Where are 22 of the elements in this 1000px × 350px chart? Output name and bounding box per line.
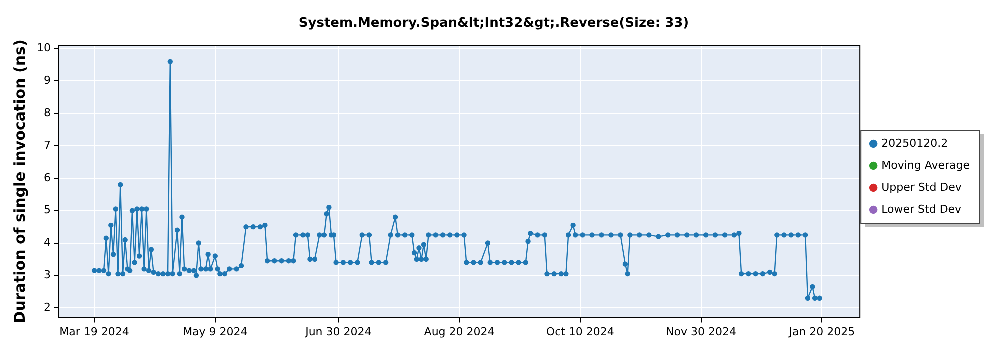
x-tick-label: Mar 19 2024: [60, 325, 130, 338]
y-axis-title: Duration of single invocation (ns): [10, 40, 29, 324]
legend-label: 20250120.2: [882, 136, 948, 150]
legend-label: Upper Std Dev: [882, 180, 962, 194]
x-tick-label: Jan 20 2025: [788, 325, 856, 338]
x-tick-label: Nov 30 2024: [666, 325, 737, 338]
y-tick-label: 9: [44, 74, 51, 88]
y-tick-label: 2: [44, 300, 51, 314]
y-tick-label: 8: [44, 106, 51, 120]
x-tick-label: Jun 30 2024: [304, 325, 372, 338]
y-tick-label: 10: [36, 42, 51, 55]
y-tick-label: 5: [44, 204, 51, 217]
y-tick-label: 3: [44, 268, 51, 282]
y-tick-label: 4: [44, 236, 51, 250]
x-tick-label: May 9 2024: [183, 325, 248, 338]
legend-label: Moving Average: [882, 158, 970, 172]
y-tick-label: 6: [44, 171, 51, 184]
x-tick-label: Oct 10 2024: [546, 325, 614, 338]
chart-title: System.Memory.Span&lt;Int32&gt;.Reverse(Size: 33): [298, 16, 690, 32]
x-tick-label: Aug 20 2024: [424, 325, 495, 338]
legend-label: Lower Std Dev: [882, 202, 962, 216]
y-tick-label: 7: [44, 138, 51, 152]
